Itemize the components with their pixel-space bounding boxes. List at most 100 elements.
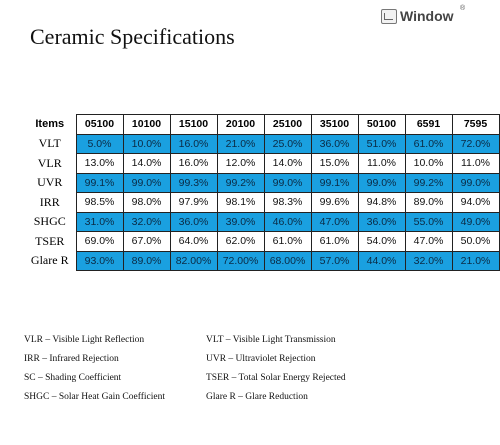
table-cell: 61.0% (263, 231, 312, 252)
table-cell: 99.2% (216, 172, 265, 193)
table-row: UVR 99.1% 99.0% 99.3% 99.2% 99.0% 99.1% 99.0% 99… (24, 172, 500, 193)
table-cell: 12.0% (216, 153, 265, 174)
table-cell: 36.0% (169, 211, 218, 232)
legend-item: Glare R – Glare Reduction (206, 392, 308, 402)
table-cell: 16.0% (169, 133, 218, 154)
registered-mark: ® (460, 5, 466, 12)
legend-item: IRR – Infrared Rejection (24, 354, 119, 364)
table-cell: 98.5% (75, 192, 124, 213)
table-cell: 61.0% (404, 133, 453, 154)
table-cell: 54.0% (357, 231, 406, 252)
table-cell: 93.0% (75, 250, 124, 271)
table-row: SHGC 31.0% 32.0% 36.0% 39.0% 46.0% 47.0% 36.0% 5… (24, 211, 500, 232)
column-header: 10100 (122, 114, 171, 135)
table-row: IRR 98.5% 98.0% 97.9% 98.1% 98.3% 99.6% 94.8% 89… (24, 192, 500, 213)
column-header: 7595 (451, 114, 500, 135)
table-cell: 72.00% (216, 250, 265, 271)
table-cell: 11.0% (451, 153, 500, 174)
column-header: 6591 (404, 114, 453, 135)
table-cell: 16.0% (169, 153, 218, 174)
table-row: Glare R 93.0% 89.0% 82.00% 72.00% 68.00% 57.0%… (24, 250, 500, 271)
legend-item: VLT – Visible Light Transmission (206, 335, 336, 345)
table-cell: 10.0% (404, 153, 453, 174)
row-label: Glare R (24, 251, 77, 271)
legend-left-column: VLR – Visible Light Reflection IRR – Infr… (24, 331, 165, 407)
table-header-row: Items 05100 10100 15100 20100 25100 35100 5010… (24, 114, 500, 135)
table-cell: 47.0% (310, 211, 359, 232)
table-cell: 62.0% (216, 231, 265, 252)
table-cell: 50.0% (451, 231, 500, 252)
table-row: TSER 69.0% 67.0% 64.0% 62.0% 61.0% 61.0% 54.0% 4… (24, 231, 500, 252)
table-cell: 49.0% (451, 211, 500, 232)
table-row: VLT 5.0% 10.0% 16.0% 21.0% 25.0% 36.0% 51.0% 61.… (24, 133, 500, 154)
table-cell: 39.0% (216, 211, 265, 232)
table-cell: 44.0% (357, 250, 406, 271)
table-cell: 99.1% (310, 172, 359, 193)
table-cell: 89.0% (404, 192, 453, 213)
column-header: 15100 (169, 114, 218, 135)
specifications-table: Items 05100 10100 15100 20100 25100 35100 5010… (24, 114, 500, 271)
table-cell: 51.0% (357, 133, 406, 154)
table-cell: 61.0% (310, 231, 359, 252)
table-cell: 47.0% (404, 231, 453, 252)
legend-item: VLR – Visible Light Reflection (24, 335, 145, 345)
row-label: IRR (24, 192, 77, 212)
column-header: 05100 (75, 114, 124, 135)
table-cell: 46.0% (263, 211, 312, 232)
table-cell: 98.3% (263, 192, 312, 213)
table-cell: 69.0% (75, 231, 124, 252)
table-cell: 21.0% (451, 250, 500, 271)
legend-item: SHGC – Solar Heat Gain Coefficient (24, 392, 165, 402)
column-header: 35100 (310, 114, 359, 135)
table-cell: 98.0% (122, 192, 171, 213)
page-title: Ceramic Specifications (30, 24, 235, 49)
table-cell: 21.0% (216, 133, 265, 154)
row-label: VLR (24, 153, 77, 173)
table-cell: 31.0% (75, 211, 124, 232)
column-header: 20100 (216, 114, 265, 135)
table-cell: 68.00% (263, 250, 312, 271)
row-label: UVR (24, 173, 77, 193)
table-cell: 15.0% (310, 153, 359, 174)
legend-right-column: VLT – Visible Light Transmission UVR – Ul… (206, 331, 346, 407)
column-header: 25100 (263, 114, 312, 135)
row-label: TSER (24, 231, 77, 251)
row-label: VLT (24, 134, 77, 154)
table-cell: 94.0% (451, 192, 500, 213)
legend-item: UVR – Ultraviolet Rejection (206, 354, 316, 364)
window-logo-icon (381, 8, 397, 24)
table-cell: 13.0% (75, 153, 124, 174)
table-cell: 64.0% (169, 231, 218, 252)
table-cell: 89.0% (122, 250, 171, 271)
table-cell: 98.1% (216, 192, 265, 213)
table-cell: 55.0% (404, 211, 453, 232)
table-cell: 99.1% (75, 172, 124, 193)
logo-text: Window (400, 8, 454, 24)
items-header: Items (24, 114, 77, 134)
table-cell: 99.0% (263, 172, 312, 193)
table-row: VLR 13.0% 14.0% 16.0% 12.0% 14.0% 15.0% 11.0% 10… (24, 153, 500, 174)
table-cell: 94.8% (357, 192, 406, 213)
column-header: 50100 (357, 114, 406, 135)
table-cell: 36.0% (310, 133, 359, 154)
table-cell: 99.3% (169, 172, 218, 193)
table-cell: 99.6% (310, 192, 359, 213)
row-label: SHGC (24, 212, 77, 232)
table-cell: 57.0% (310, 250, 359, 271)
table-cell: 10.0% (122, 133, 171, 154)
legend-item: SC – Shading Coefficient (24, 373, 122, 383)
table-cell: 36.0% (357, 211, 406, 232)
brand-logo: Window ® (381, 5, 465, 24)
table-cell: 32.0% (404, 250, 453, 271)
table-cell: 99.0% (451, 172, 500, 193)
table-cell: 67.0% (122, 231, 171, 252)
legend-item: TSER – Total Solar Energy Rejected (206, 373, 346, 383)
table-cell: 5.0% (75, 133, 124, 154)
table-cell: 14.0% (263, 153, 312, 174)
table-cell: 99.2% (404, 172, 453, 193)
table-cell: 99.0% (357, 172, 406, 193)
table-cell: 14.0% (122, 153, 171, 174)
table-cell: 72.0% (451, 133, 500, 154)
table-cell: 25.0% (263, 133, 312, 154)
table-cell: 11.0% (357, 153, 406, 174)
